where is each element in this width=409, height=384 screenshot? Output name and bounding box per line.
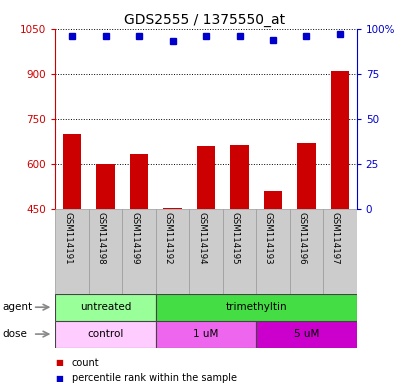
Bar	[196, 146, 215, 209]
Bar	[256, 209, 289, 294]
Bar	[289, 209, 322, 294]
Text: GSM114194: GSM114194	[197, 212, 205, 265]
Bar	[89, 209, 122, 294]
Bar	[263, 191, 281, 209]
Bar	[130, 154, 148, 209]
Text: ■: ■	[55, 374, 63, 383]
Bar	[256, 321, 356, 348]
Text: trimethyltin: trimethyltin	[225, 302, 286, 312]
Bar	[96, 164, 115, 209]
Bar	[55, 294, 155, 321]
Bar	[55, 209, 89, 294]
Text: percentile rank within the sample: percentile rank within the sample	[72, 373, 236, 383]
Text: 5 uM: 5 uM	[293, 329, 318, 339]
Bar	[155, 321, 256, 348]
Bar	[297, 143, 315, 209]
Bar	[122, 209, 155, 294]
Bar	[155, 209, 189, 294]
Text: GDS2555 / 1375550_at: GDS2555 / 1375550_at	[124, 13, 285, 27]
Bar	[330, 71, 348, 209]
Bar	[55, 321, 155, 348]
Text: control: control	[87, 329, 124, 339]
Text: 1 uM: 1 uM	[193, 329, 218, 339]
Text: GSM114191: GSM114191	[63, 212, 72, 265]
Text: GSM114195: GSM114195	[230, 212, 239, 265]
Bar	[155, 294, 356, 321]
Text: GSM114193: GSM114193	[263, 212, 272, 265]
Text: GSM114196: GSM114196	[297, 212, 306, 265]
Text: GSM114197: GSM114197	[330, 212, 339, 265]
Text: agent: agent	[2, 302, 32, 312]
Text: untreated: untreated	[80, 302, 131, 312]
Bar	[230, 145, 248, 209]
Text: GSM114198: GSM114198	[97, 212, 106, 265]
Bar	[63, 134, 81, 209]
Text: GSM114199: GSM114199	[130, 212, 139, 264]
Bar	[322, 209, 356, 294]
Bar	[189, 209, 222, 294]
Bar	[222, 209, 256, 294]
Text: GSM114192: GSM114192	[163, 212, 172, 265]
Text: ■: ■	[55, 358, 63, 367]
Bar	[163, 208, 181, 209]
Text: count: count	[72, 358, 99, 368]
Text: dose: dose	[2, 329, 27, 339]
